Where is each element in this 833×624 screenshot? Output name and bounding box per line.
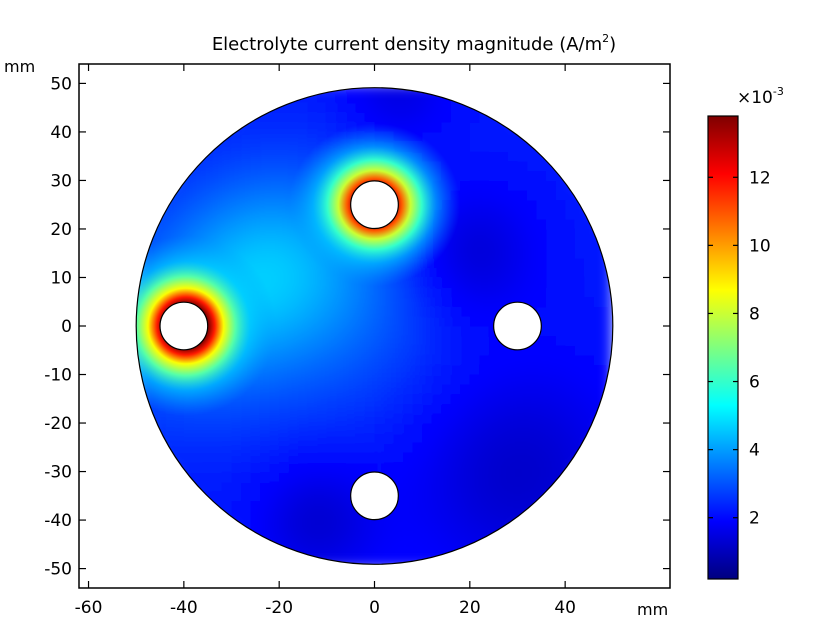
x-tick-label: -40 bbox=[170, 598, 198, 618]
chart-title: Electrolyte current density magnitude (A… bbox=[212, 32, 616, 55]
current-density-field bbox=[136, 87, 613, 565]
colorbar-multiplier: ×10-3 bbox=[737, 85, 784, 108]
y-tick-label: -20 bbox=[44, 414, 72, 434]
y-tick-label: 10 bbox=[50, 268, 72, 288]
y-unit-label: mm bbox=[4, 57, 35, 76]
colorbar-tick-label: 10 bbox=[749, 236, 771, 256]
y-tick-label: 30 bbox=[50, 171, 72, 191]
electrode-hole-3 bbox=[493, 301, 542, 351]
domain-geometry bbox=[135, 87, 614, 565]
colorbar-tick-label: 6 bbox=[749, 373, 760, 393]
colorbar-tick-label: 4 bbox=[749, 441, 760, 461]
y-tick-label: 20 bbox=[50, 220, 72, 240]
x-axis: -60 -40 -20 0 20 40 bbox=[75, 64, 576, 618]
y-tick-label: -10 bbox=[44, 366, 72, 386]
x-tick-label: -20 bbox=[265, 598, 293, 618]
colorbar-ticks: 2 4 6 8 10 12 bbox=[708, 168, 771, 529]
x-tick-label: 0 bbox=[369, 598, 380, 618]
y-tick-label: -30 bbox=[44, 463, 72, 483]
y-tick-label: -40 bbox=[44, 511, 72, 531]
y-tick-label: 0 bbox=[61, 317, 72, 337]
x-tick-label: 20 bbox=[459, 598, 481, 618]
x-tick-label: -60 bbox=[75, 598, 103, 618]
colorbar-bar bbox=[707, 115, 739, 580]
domain-boundary bbox=[135, 87, 614, 565]
y-tick-label: 40 bbox=[50, 123, 72, 143]
colorbar-tick-label: 8 bbox=[749, 304, 760, 324]
x-unit-label: mm bbox=[637, 600, 668, 619]
colorbar-tick-label: 2 bbox=[749, 509, 760, 529]
electrode-hole-4 bbox=[350, 471, 399, 521]
y-tick-label: -50 bbox=[44, 560, 72, 580]
y-axis: -50 -40 -30 -20 -10 0 10 20 30 40 50 bbox=[44, 74, 670, 580]
colorbar-tick-label: 12 bbox=[749, 168, 771, 188]
y-tick-label: 50 bbox=[50, 74, 72, 94]
electrode-hole-1 bbox=[159, 301, 209, 351]
colorbar: ×10-3 2 4 6 8 10 12 bbox=[707, 85, 784, 580]
x-tick-label: 40 bbox=[554, 598, 576, 618]
electrode-hole-2 bbox=[350, 180, 399, 230]
